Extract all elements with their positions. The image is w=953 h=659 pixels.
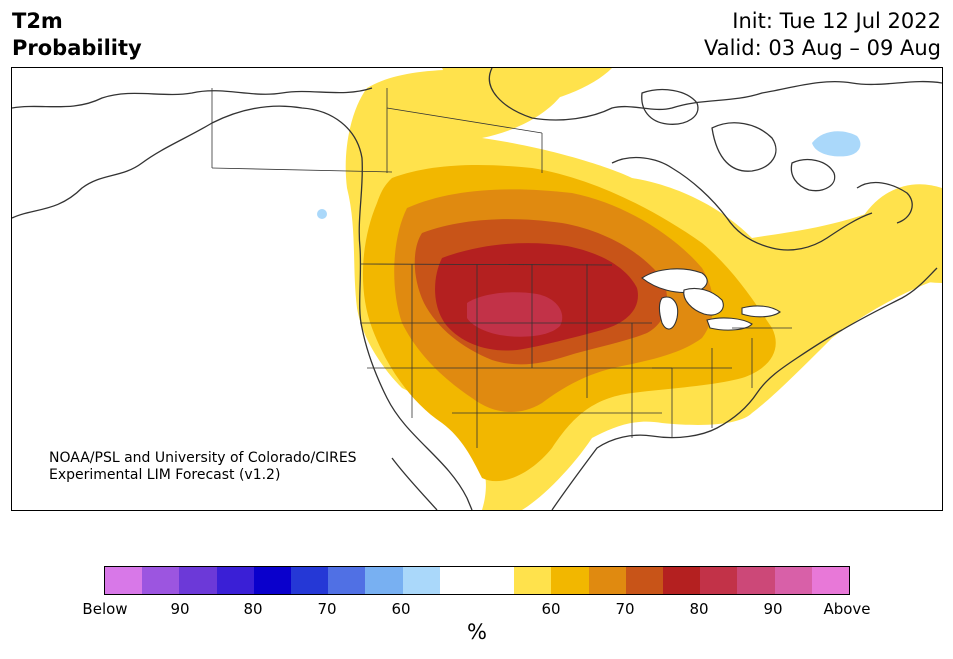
colorbar	[104, 566, 850, 595]
colorbar-segment	[365, 567, 403, 594]
forecast-dates: Init: Tue 12 Jul 2022 Valid: 03 Aug – 09…	[704, 8, 941, 62]
contour-below-light	[812, 131, 861, 157]
colorbar-tick-label: 60	[391, 600, 411, 618]
variable-label: T2m	[12, 9, 63, 33]
colorbar-segment	[328, 567, 366, 594]
colorbar-segment	[514, 567, 552, 594]
contour-above-60-east	[856, 184, 942, 283]
map-title: T2m Probability	[12, 8, 142, 62]
colorbar-tick-label: 60	[541, 600, 561, 618]
colorbar-tick-label: 70	[615, 600, 635, 618]
colorbar-segment	[700, 567, 738, 594]
product-label: Probability	[12, 36, 142, 60]
colorbar-segment	[551, 567, 589, 594]
colorbar-segment	[216, 567, 254, 594]
colorbar-tick-label: 70	[317, 600, 337, 618]
probability-map	[11, 67, 943, 511]
map-canvas	[12, 68, 942, 510]
contour-above-85	[467, 292, 563, 337]
colorbar-tick-label: 80	[689, 600, 709, 618]
colorbar-segment	[737, 567, 775, 594]
colorbar-segment	[663, 567, 701, 594]
colorbar-tick-label: 90	[170, 600, 190, 618]
colorbar-segment	[402, 567, 440, 594]
colorbar-segment	[439, 567, 478, 594]
colorbar-tick-label: Below	[82, 600, 128, 618]
colorbar-tick-label: Above	[823, 600, 871, 618]
political-boundaries	[211, 88, 792, 448]
colorbar-segment	[774, 567, 812, 594]
valid-range: Valid: 03 Aug – 09 Aug	[703, 36, 941, 60]
colorbar-segment	[588, 567, 626, 594]
colorbar-tick-label: 80	[243, 600, 263, 618]
attribution: NOAA/PSL and University of Colorado/CIRE…	[49, 450, 357, 484]
init-date: Init: Tue 12 Jul 2022	[732, 9, 941, 33]
colorbar-segment	[477, 567, 515, 594]
great-lakes	[641, 268, 781, 331]
colorbar-segment	[179, 567, 217, 594]
colorbar-tick-label: 90	[763, 600, 783, 618]
coastlines	[12, 68, 942, 510]
colorbar-segment	[142, 567, 180, 594]
attribution-model: Experimental LIM Forecast (v1.2)	[49, 467, 281, 483]
colorbar-segment	[811, 567, 850, 594]
probability-shading	[317, 68, 942, 510]
contour-above-60-north	[442, 68, 612, 109]
colorbar-segment	[291, 567, 329, 594]
colorbar-segment	[625, 567, 664, 594]
contour-below-small	[317, 209, 327, 219]
colorbar-segment	[105, 567, 143, 594]
attribution-org: NOAA/PSL and University of Colorado/CIRE…	[49, 450, 357, 466]
colorbar-unit: %	[467, 620, 487, 644]
colorbar-segment	[253, 567, 292, 594]
